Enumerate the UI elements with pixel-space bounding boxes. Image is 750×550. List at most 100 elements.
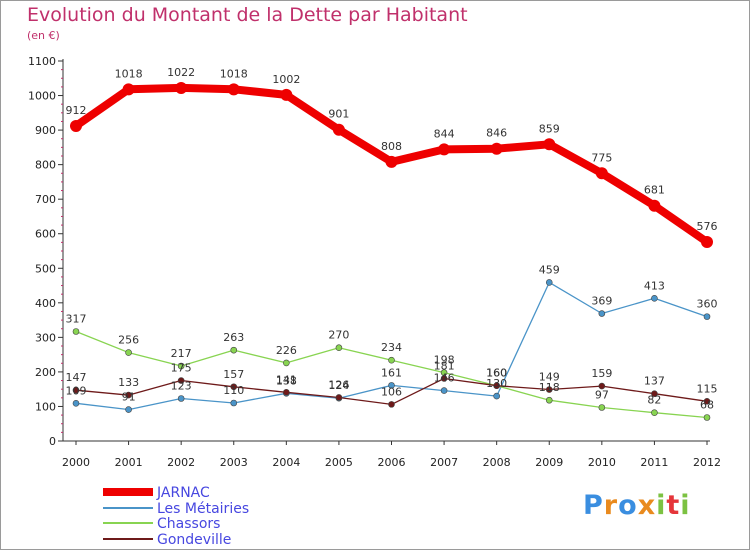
data-point	[335, 344, 343, 352]
data-point	[125, 391, 132, 399]
x-tick-label: 2009	[535, 456, 563, 469]
legend-label: Gondeville	[157, 532, 231, 548]
y-tick-label: 400	[35, 297, 56, 310]
y-tick-label: 800	[35, 159, 56, 172]
data-label: 808	[381, 140, 402, 153]
data-label: 138	[276, 374, 297, 387]
x-tick-label: 2010	[588, 456, 616, 469]
x-tick-label: 2004	[272, 456, 300, 469]
data-label: 109	[66, 384, 87, 397]
logo-letter: x	[637, 490, 657, 521]
data-label: 161	[381, 366, 402, 379]
y-tick-label: 200	[35, 366, 56, 379]
data-label: 118	[539, 381, 560, 394]
data-label: 459	[539, 263, 560, 276]
data-label: 226	[276, 344, 297, 357]
data-point	[283, 388, 290, 396]
data-point	[490, 142, 503, 155]
data-label: 1018	[220, 67, 248, 80]
logo-letter: P	[583, 490, 604, 521]
data-point	[388, 356, 395, 364]
data-label: 263	[223, 331, 244, 344]
data-label: 681	[644, 184, 665, 197]
logo-letter: o	[618, 490, 638, 521]
data-point	[545, 396, 553, 404]
data-label: 1022	[167, 66, 195, 79]
data-point	[125, 406, 132, 413]
data-point	[545, 386, 553, 393]
y-tick-label: 600	[35, 228, 56, 241]
data-point	[72, 328, 80, 335]
data-label: 130	[486, 377, 507, 390]
data-label: 160	[486, 367, 507, 380]
data-label: 256	[118, 334, 139, 347]
data-point	[651, 409, 658, 416]
data-point	[175, 81, 188, 94]
x-tick-label: 2005	[325, 456, 353, 469]
data-label: 115	[697, 382, 718, 395]
proxiti-logo: Proxiti	[583, 490, 691, 521]
x-tick-label: 2007	[430, 456, 458, 469]
logo-letter: i	[656, 490, 667, 521]
data-label: 126	[328, 378, 349, 391]
data-label: 149	[539, 371, 560, 384]
data-point	[703, 397, 711, 405]
data-point	[438, 143, 451, 156]
data-point	[385, 155, 398, 168]
y-tick-label: 900	[35, 124, 56, 137]
data-point	[122, 83, 135, 96]
data-point	[388, 401, 395, 408]
data-point	[230, 383, 238, 391]
x-tick-label: 2008	[483, 456, 511, 469]
x-tick-label: 2011	[640, 456, 668, 469]
data-point	[651, 390, 658, 397]
data-label: 413	[644, 279, 665, 292]
data-point	[493, 382, 500, 390]
x-tick-label: 2001	[115, 456, 143, 469]
data-label: 133	[118, 376, 139, 389]
logo-letter: i	[680, 490, 691, 521]
data-label: 912	[66, 104, 87, 117]
data-point	[280, 88, 293, 101]
x-tick-label: 2002	[167, 456, 195, 469]
data-label: 270	[328, 329, 349, 342]
data-label: 123	[171, 380, 192, 393]
y-tick-label: 100	[35, 400, 56, 413]
data-label: 91	[122, 391, 136, 404]
data-point	[493, 392, 500, 400]
chart-title: Evolution du Montant de la Dette par Hab…	[27, 4, 468, 26]
x-tick-label: 2003	[220, 456, 248, 469]
data-point	[283, 359, 290, 367]
data-point	[598, 404, 606, 411]
data-label: 360	[697, 298, 718, 311]
data-point	[545, 279, 553, 286]
data-point	[651, 295, 658, 302]
data-label: 234	[381, 341, 402, 354]
data-point	[595, 167, 608, 180]
data-point	[598, 310, 606, 317]
x-tick-label: 2006	[378, 456, 406, 469]
logo-letter: t	[666, 490, 681, 521]
data-label: 106	[381, 385, 402, 398]
data-label: 141	[276, 373, 297, 386]
data-point	[227, 83, 240, 96]
data-label: 369	[591, 295, 612, 308]
y-tick-label: 700	[35, 193, 56, 206]
data-point	[543, 138, 556, 151]
data-point	[177, 395, 185, 402]
data-label: 576	[697, 220, 718, 233]
data-label: 1002	[272, 73, 300, 86]
data-label: 901	[328, 108, 349, 121]
x-tick-label: 2000	[62, 456, 90, 469]
data-label: 159	[591, 367, 612, 380]
data-point	[703, 313, 711, 320]
legend-label: Chassors	[157, 516, 220, 532]
data-point	[72, 386, 80, 394]
data-point	[648, 199, 661, 212]
data-label: 146	[434, 372, 455, 385]
data-label: 859	[539, 122, 560, 135]
legend-label: JARNAC	[156, 485, 210, 501]
data-label: 82	[647, 394, 661, 407]
data-point	[598, 382, 606, 390]
